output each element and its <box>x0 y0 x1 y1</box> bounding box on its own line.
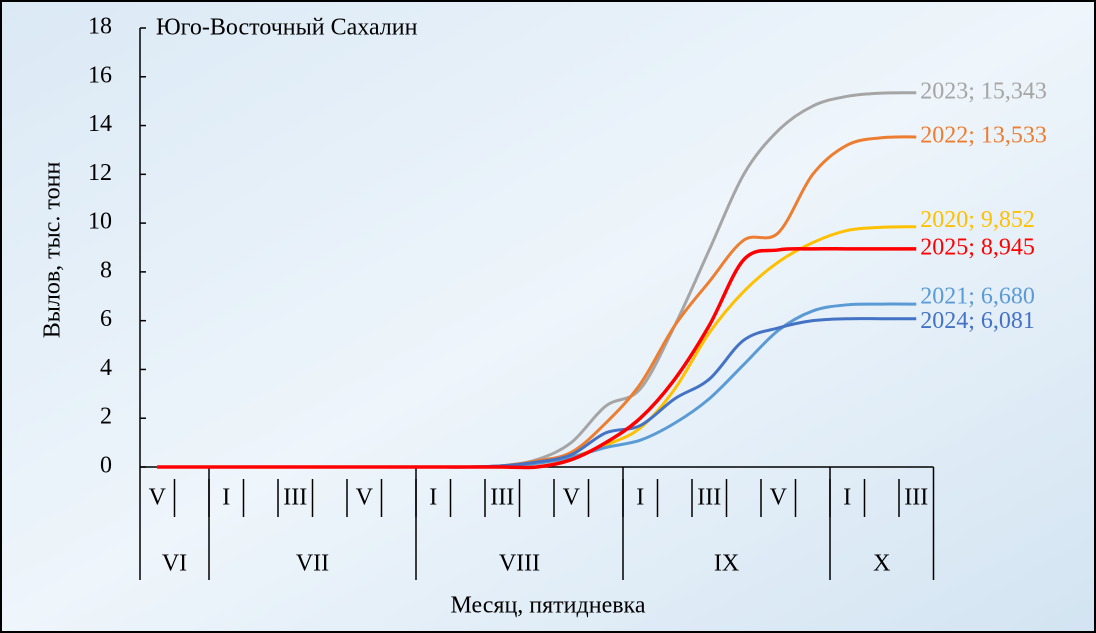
y-tick-label: 12 <box>88 160 112 186</box>
chart-title: Юго-Восточный Сахалин <box>156 15 418 41</box>
series-end-label: 2023; 15,343 <box>920 78 1047 104</box>
y-tick-label: 6 <box>100 306 112 332</box>
series-end-label: 2020; 9,852 <box>920 207 1035 233</box>
x-tick-label: III <box>904 485 928 511</box>
x-tick-label: III <box>490 485 514 511</box>
month-label: VI <box>162 551 187 577</box>
x-tick-label: III <box>283 485 307 511</box>
x-tick-label: V <box>356 485 374 511</box>
x-axis-label: Месяц, пятидневка <box>450 593 645 619</box>
x-tick-label: V <box>149 485 167 511</box>
series-end-label: 2022; 13,533 <box>920 122 1047 148</box>
y-tick-label: 16 <box>88 62 112 88</box>
y-tick-label: 0 <box>100 453 112 479</box>
y-tick-label: 10 <box>88 209 112 235</box>
y-tick-label: 4 <box>100 355 112 381</box>
month-label: X <box>873 551 890 577</box>
x-tick-label: I <box>222 485 230 511</box>
x-tick-label: I <box>843 485 851 511</box>
series-end-label: 2024; 6,081 <box>920 308 1035 334</box>
x-tick-label: III <box>697 485 721 511</box>
month-label: VIII <box>499 551 540 577</box>
y-tick-label: 8 <box>100 257 112 283</box>
y-tick-label: 18 <box>88 14 112 40</box>
series-end-label: 2021; 6,680 <box>920 284 1035 310</box>
series-end-label: 2025; 8,945 <box>920 234 1035 260</box>
series-line <box>157 247 917 470</box>
y-tick-label: 14 <box>88 111 112 137</box>
x-tick-label: V <box>770 485 788 511</box>
x-tick-label: V <box>563 485 581 511</box>
x-tick-label: I <box>636 485 644 511</box>
y-tick-label: 2 <box>100 404 112 430</box>
x-tick-label: I <box>429 485 437 511</box>
month-label: VII <box>296 551 329 577</box>
month-label: IX <box>714 551 739 577</box>
y-axis-label: Вылов, тыс. тонн <box>40 162 66 339</box>
